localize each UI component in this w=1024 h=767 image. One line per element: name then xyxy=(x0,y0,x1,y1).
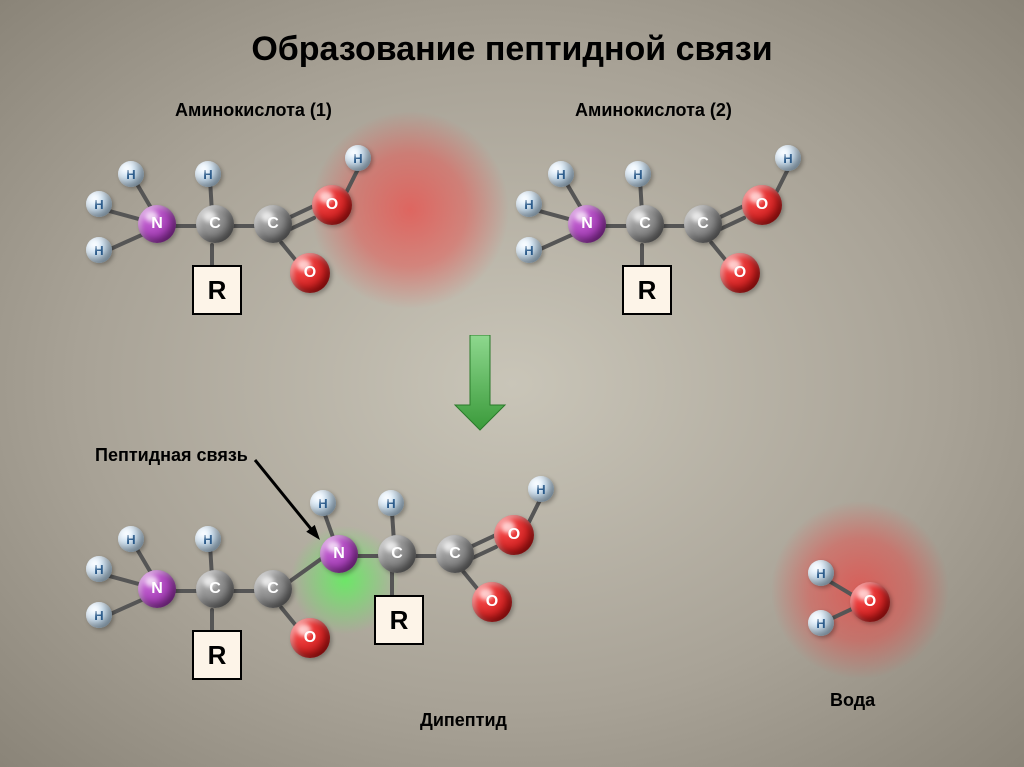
atom-h: H xyxy=(808,610,834,636)
atom-o: O xyxy=(472,582,512,622)
atom-o: O xyxy=(312,185,352,225)
atom-h: H xyxy=(775,145,801,171)
atom-h: H xyxy=(378,490,404,516)
atom-h: H xyxy=(86,237,112,263)
atom-h: H xyxy=(808,560,834,586)
atom-h: H xyxy=(86,602,112,628)
pointer-arrow xyxy=(245,450,330,550)
atom-c: C xyxy=(196,205,234,243)
label-amino1: Аминокислота (1) xyxy=(175,100,332,121)
atom-c: C xyxy=(254,570,292,608)
r-group: R xyxy=(374,595,424,645)
atom-c: C xyxy=(378,535,416,573)
atom-o: O xyxy=(742,185,782,225)
atom-h: H xyxy=(516,237,542,263)
r-group: R xyxy=(192,265,242,315)
atom-o: O xyxy=(290,253,330,293)
label-peptide_bond: Пептидная связь xyxy=(95,445,248,466)
atom-c: C xyxy=(626,205,664,243)
atom-h: H xyxy=(86,556,112,582)
atom-o: O xyxy=(290,618,330,658)
label-dipeptide: Дипептид xyxy=(420,710,507,731)
atom-n: N xyxy=(138,570,176,608)
atom-c: C xyxy=(196,570,234,608)
atom-c: C xyxy=(684,205,722,243)
r-group: R xyxy=(192,630,242,680)
atom-h: H xyxy=(528,476,554,502)
atom-c: C xyxy=(254,205,292,243)
r-group: R xyxy=(622,265,672,315)
atom-h: H xyxy=(516,191,542,217)
atom-h: H xyxy=(195,526,221,552)
atom-h: H xyxy=(118,526,144,552)
atom-h: H xyxy=(345,145,371,171)
label-water: Вода xyxy=(830,690,875,711)
atom-o: O xyxy=(850,582,890,622)
atom-c: C xyxy=(436,535,474,573)
atom-h: H xyxy=(86,191,112,217)
reaction-arrow xyxy=(450,335,510,435)
page-title: Образование пептидной связи xyxy=(0,30,1024,69)
label-amino2: Аминокислота (2) xyxy=(575,100,732,121)
atom-n: N xyxy=(138,205,176,243)
atom-h: H xyxy=(118,161,144,187)
atom-o: O xyxy=(494,515,534,555)
atom-o: O xyxy=(720,253,760,293)
atom-h: H xyxy=(625,161,651,187)
atom-n: N xyxy=(568,205,606,243)
atom-h: H xyxy=(548,161,574,187)
atom-h: H xyxy=(195,161,221,187)
